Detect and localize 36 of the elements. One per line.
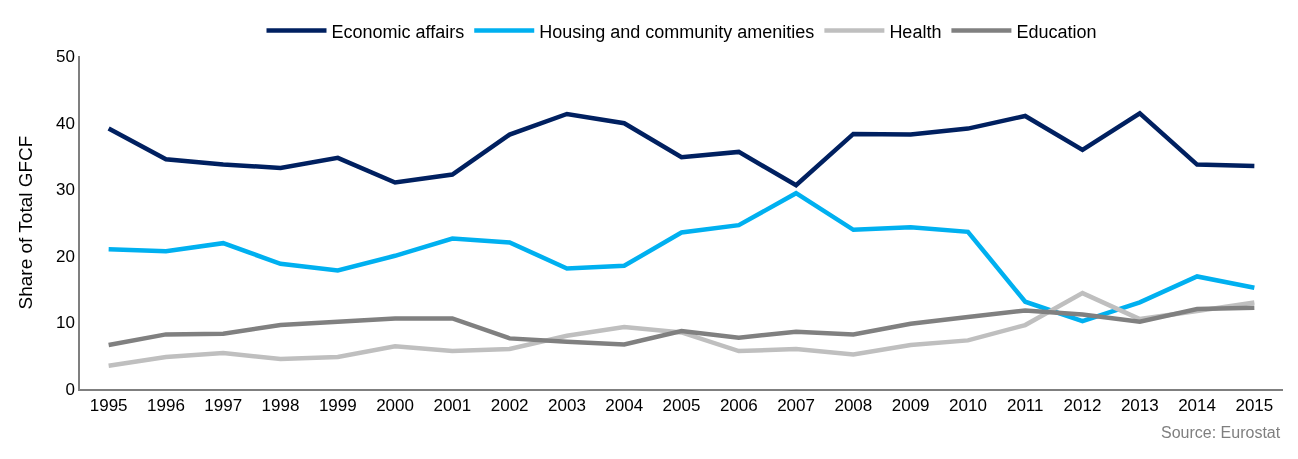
- x-tick-label: 2001: [433, 396, 472, 416]
- line-series: [106, 111, 1257, 188]
- x-tick-label: 2012: [1063, 396, 1102, 416]
- y-tick-label: 40: [55, 113, 75, 133]
- x-tick-label: 2011: [1006, 396, 1044, 416]
- x-tick-label: 2003: [548, 396, 586, 416]
- legend-label: Economic affairs: [331, 21, 465, 42]
- y-tick-label: 10: [55, 313, 75, 333]
- y-tick-label: 50: [55, 46, 75, 66]
- x-tick-label: 2006: [719, 396, 758, 416]
- line-series: [106, 305, 1257, 348]
- y-tick-label: 20: [55, 246, 75, 266]
- x-tick-label: 2010: [949, 396, 987, 416]
- legend-label: Education: [1016, 21, 1097, 42]
- x-tick-label: 2007: [777, 396, 815, 416]
- y-axis-title: Share of Total GFCF: [14, 135, 36, 310]
- x-tick-label: 1997: [204, 396, 243, 416]
- line-series: [106, 190, 1257, 324]
- x-tick-label: 1999: [318, 396, 357, 416]
- x-tick-label: 1998: [261, 396, 300, 416]
- x-tick-label: 2009: [891, 396, 930, 416]
- x-tick-label: 2013: [1120, 396, 1159, 416]
- y-tick-label: 30: [55, 180, 75, 200]
- x-tick-label: 1995: [89, 396, 128, 416]
- legend-label: Health: [889, 21, 942, 42]
- source-note: Source: Eurostat: [1161, 424, 1281, 441]
- x-tick-label: 2015: [1235, 396, 1274, 416]
- x-tick-label: 2004: [605, 396, 644, 416]
- x-tick-label: 2000: [376, 396, 414, 416]
- x-tick-label: 1996: [147, 396, 185, 416]
- x-tick-label: 2014: [1178, 396, 1216, 416]
- x-tick-label: 2002: [490, 396, 529, 416]
- y-tick-label: 0: [65, 379, 75, 399]
- x-tick-label: 2005: [662, 396, 701, 416]
- legend-label: Housing and community amenities: [539, 21, 815, 42]
- x-tick-label: 2008: [834, 396, 873, 416]
